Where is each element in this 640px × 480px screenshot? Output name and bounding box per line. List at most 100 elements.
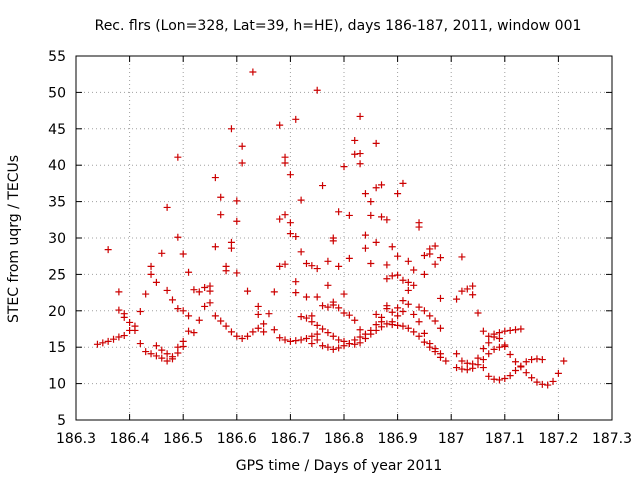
data-point: [436, 254, 444, 262]
data-point: [281, 211, 289, 219]
data-point: [485, 372, 493, 380]
data-point: [340, 342, 348, 350]
data-point: [453, 295, 461, 303]
data-point: [372, 238, 380, 246]
data-point: [463, 366, 471, 374]
data-point: [335, 344, 343, 352]
data-point: [345, 340, 353, 348]
data-point: [372, 326, 380, 334]
data-point: [201, 284, 209, 292]
data-point: [308, 332, 316, 340]
data-point: [485, 332, 493, 340]
data-point: [410, 310, 418, 318]
data-point: [308, 318, 316, 326]
x-tick-label: 186.5: [163, 431, 203, 447]
data-point: [415, 219, 423, 227]
data-point: [190, 329, 198, 337]
data-point: [195, 316, 203, 324]
data-point: [442, 357, 450, 365]
data-point: [463, 359, 471, 367]
data-point: [522, 369, 530, 377]
data-point: [292, 289, 300, 297]
data-point: [431, 260, 439, 268]
data-point: [190, 286, 198, 294]
data-point: [142, 290, 150, 298]
data-point: [206, 287, 214, 295]
data-point: [174, 305, 182, 313]
data-point: [479, 356, 487, 364]
data-point: [415, 303, 423, 311]
x-tick-label: 186.7: [270, 431, 310, 447]
data-point: [361, 244, 369, 252]
data-point: [292, 337, 300, 345]
data-point: [394, 190, 402, 198]
data-point: [324, 329, 332, 337]
data-point: [388, 321, 396, 329]
data-point: [147, 350, 155, 358]
data-point: [383, 216, 391, 224]
data-point: [431, 345, 439, 353]
data-point: [276, 262, 284, 270]
data-point: [512, 366, 520, 374]
data-point: [104, 246, 112, 254]
data-point: [206, 299, 214, 307]
data-point: [227, 238, 235, 246]
data-point: [249, 328, 257, 336]
data-point: [506, 372, 514, 380]
data-point: [120, 332, 128, 340]
data-point: [168, 296, 176, 304]
data-point: [490, 330, 498, 338]
data-point: [420, 338, 428, 346]
data-point: [501, 375, 509, 383]
data-point: [217, 317, 225, 325]
data-point: [463, 285, 471, 293]
data-point: [313, 321, 321, 329]
data-point: [404, 286, 412, 294]
data-point: [120, 313, 128, 321]
data-point: [512, 358, 520, 366]
data-point: [163, 286, 171, 294]
data-point: [512, 326, 520, 334]
data-point: [383, 320, 391, 328]
data-point: [319, 342, 327, 350]
data-point: [115, 306, 123, 314]
data-points: [93, 68, 568, 389]
data-point: [217, 193, 225, 201]
data-point: [115, 333, 123, 341]
y-tick-label: 10: [48, 377, 66, 393]
data-point: [372, 184, 380, 192]
data-point: [276, 121, 284, 129]
data-point: [474, 309, 482, 317]
data-point: [313, 293, 321, 301]
data-point: [340, 290, 348, 298]
data-point: [426, 245, 434, 253]
data-point: [302, 334, 310, 342]
data-point: [99, 339, 107, 347]
grid-lines: [76, 56, 612, 420]
data-point: [260, 328, 268, 336]
data-point: [410, 328, 418, 336]
data-point: [367, 211, 375, 219]
data-point: [340, 163, 348, 171]
x-tick-label: 186.3: [56, 431, 96, 447]
data-point: [394, 271, 402, 279]
data-point: [356, 326, 364, 334]
x-tick-label: 187.1: [485, 431, 525, 447]
y-tick-label: 35: [48, 195, 66, 211]
data-point: [394, 304, 402, 312]
data-point: [286, 337, 294, 345]
data-point: [319, 302, 327, 310]
data-point: [388, 272, 396, 280]
data-point: [356, 150, 364, 158]
data-point: [522, 358, 530, 366]
data-point: [147, 270, 155, 278]
data-point: [533, 378, 541, 386]
y-axis-label: STEC from uqrg / TECUs: [6, 155, 22, 323]
data-point: [394, 321, 402, 329]
data-point: [179, 337, 187, 345]
data-point: [479, 345, 487, 353]
data-point: [185, 312, 193, 320]
data-point: [517, 363, 525, 371]
data-point: [501, 327, 509, 335]
data-point: [431, 242, 439, 250]
